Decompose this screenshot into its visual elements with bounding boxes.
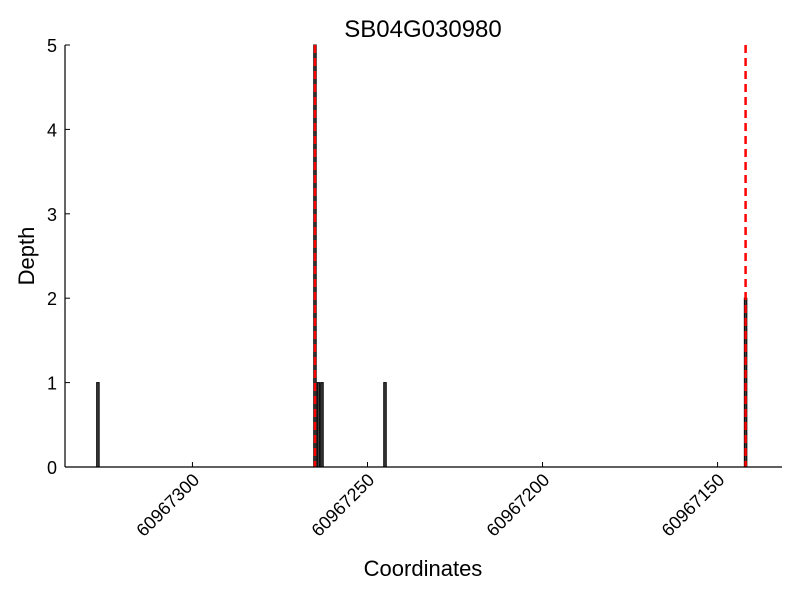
bar <box>316 382 321 468</box>
x-tick-label: 60967150 <box>658 470 729 541</box>
bar <box>383 382 387 468</box>
y-tick-label: 3 <box>47 205 57 225</box>
y-tick-label: 4 <box>47 120 57 140</box>
y-tick-label: 1 <box>47 374 57 394</box>
y-tick-label: 2 <box>47 289 57 309</box>
y-tick-label: 0 <box>47 458 57 478</box>
x-tick-label: 60967250 <box>308 470 379 541</box>
bar <box>320 382 324 468</box>
x-axis-label: Coordinates <box>364 556 483 581</box>
bar <box>96 382 100 468</box>
x-tick-label: 60967300 <box>132 470 203 541</box>
y-axis-label: Depth <box>14 227 39 286</box>
y-tick-label: 5 <box>47 36 57 56</box>
chart-title: SB04G030980 <box>344 16 501 43</box>
x-tick-label: 60967200 <box>483 470 554 541</box>
